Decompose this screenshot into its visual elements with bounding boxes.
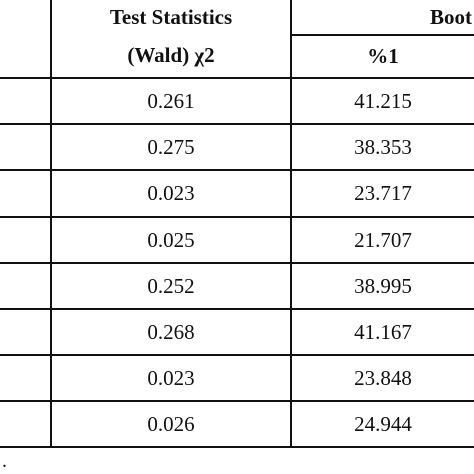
row-rule bbox=[0, 308, 474, 310]
header-test-statistics-label: Test Statistics bbox=[109, 4, 233, 29]
cell-pct1: 41.215 bbox=[354, 88, 412, 113]
row-rule bbox=[0, 262, 474, 264]
cell-wald: 0.023 bbox=[147, 365, 195, 390]
row-rule bbox=[0, 400, 474, 402]
header-test-statistics: Test Statistics bbox=[52, 0, 290, 34]
row-rule bbox=[0, 123, 474, 125]
header-wald-chi2: (Wald) χ2 bbox=[52, 34, 290, 77]
header-bottom-rule bbox=[0, 77, 474, 79]
table-bottom-rule bbox=[0, 446, 474, 448]
cell-wald: 0.025 bbox=[147, 227, 195, 252]
column-divider-right bbox=[290, 0, 292, 448]
cell-pct1: 41.167 bbox=[354, 319, 412, 344]
header-bootstrap-label: Boot bbox=[430, 4, 472, 29]
header-pct1: %1 bbox=[292, 36, 474, 77]
row-rule bbox=[0, 216, 474, 218]
header-bootstrap: Boot bbox=[430, 0, 474, 34]
cell-pct1: 21.707 bbox=[354, 227, 412, 252]
header-pct1-label: %1 bbox=[367, 44, 399, 68]
cell-pct1: 23.848 bbox=[354, 365, 412, 390]
header-subdivider bbox=[290, 34, 474, 36]
cell-wald: 0.252 bbox=[147, 273, 195, 298]
cell-pct1: 23.717 bbox=[354, 181, 412, 205]
row-rule bbox=[0, 169, 474, 171]
cell-pct1: 24.944 bbox=[354, 411, 412, 436]
cell-pct1: 38.353 bbox=[354, 134, 412, 159]
footnote: . bbox=[2, 450, 7, 472]
cell-wald: 0.261 bbox=[147, 88, 195, 113]
row-rule bbox=[0, 354, 474, 356]
header-wald-chi2-label: (Wald) χ2 bbox=[127, 43, 215, 67]
cell-wald: 0.023 bbox=[147, 181, 195, 205]
cell-wald: 0.026 bbox=[147, 411, 195, 436]
cell-wald: 0.268 bbox=[147, 319, 195, 344]
column-divider-left bbox=[50, 0, 52, 448]
cell-wald: 0.275 bbox=[147, 134, 195, 159]
cell-pct1: 38.995 bbox=[354, 273, 412, 298]
